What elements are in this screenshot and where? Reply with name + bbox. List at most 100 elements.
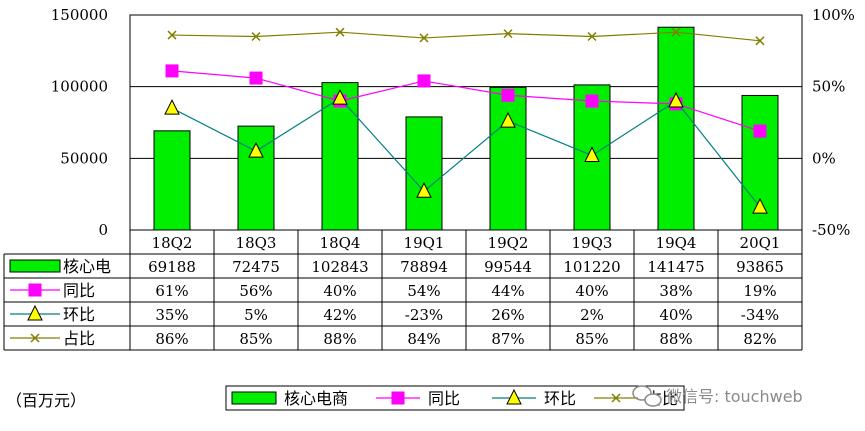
- table-cell: 82%: [743, 330, 776, 348]
- right-axis-ticks: -50% 0% 50% 100%: [812, 6, 855, 239]
- table-cell: 40%: [659, 306, 692, 324]
- table-cell: 102843: [311, 258, 368, 276]
- data-point: [249, 71, 263, 85]
- series-line: [171, 70, 761, 132]
- data-point: [755, 36, 765, 46]
- row-header: 同比: [63, 281, 95, 300]
- legend-key-marker: [506, 388, 522, 405]
- legend: 核心电商 同比 环比 占比: [225, 385, 685, 411]
- data-point: [585, 94, 599, 108]
- legend-label: 核心电商: [284, 389, 348, 408]
- left-tick-label: 100000: [51, 78, 108, 96]
- legend-key-bar: [231, 391, 277, 405]
- right-tick-label: 0%: [812, 149, 836, 167]
- left-tick-label: 0: [98, 221, 108, 239]
- plot-frame: [129, 14, 803, 231]
- series-line: [171, 31, 761, 42]
- category-label: 20Q1: [740, 234, 781, 252]
- table-cell: 26%: [491, 306, 524, 324]
- table-cell: 69188: [148, 258, 196, 276]
- data-point: [584, 146, 600, 162]
- data-point: [587, 31, 597, 42]
- unit-label: （百万元）: [6, 391, 86, 410]
- data-point: [335, 27, 345, 37]
- data-point: [503, 29, 513, 39]
- watermark-text: 微信号: touchweb: [666, 387, 803, 406]
- table-cell: -23%: [405, 306, 443, 324]
- data-point: [332, 89, 348, 105]
- row-header: 环比: [63, 305, 95, 324]
- data-point: [164, 99, 180, 115]
- bar: [489, 86, 527, 231]
- data-point: [752, 197, 768, 214]
- table-cell: 40%: [323, 282, 356, 300]
- table-cell: 56%: [239, 282, 272, 300]
- category-label: 19Q2: [488, 234, 529, 252]
- table-cell: 61%: [155, 282, 188, 300]
- data-table: 18Q2 18Q3 18Q4 19Q1 19Q2 19Q3 19Q4 20Q1 核心电 69188…: [3, 229, 803, 351]
- table-cell: 87%: [491, 330, 524, 348]
- bar: [405, 116, 443, 231]
- legend-key-bar: [9, 259, 61, 273]
- legend-key-marker: [30, 333, 40, 343]
- category-label: 18Q3: [236, 234, 277, 252]
- table-cell: 88%: [659, 330, 692, 348]
- watermark: 微信号: touchweb: [632, 385, 803, 407]
- table-cell: 35%: [155, 306, 188, 324]
- bar-series: [153, 26, 779, 231]
- line-series: [164, 27, 768, 214]
- legend-key-marker: [611, 393, 621, 403]
- table-cell: 40%: [575, 282, 608, 300]
- category-label: 19Q3: [572, 234, 613, 252]
- data-point: [671, 27, 681, 37]
- table-cell: 86%: [155, 330, 188, 348]
- table-cell: 44%: [491, 282, 524, 300]
- data-point: [501, 88, 515, 102]
- right-tick-label: -50%: [812, 221, 850, 239]
- left-tick-label: 150000: [51, 6, 108, 24]
- category-label: 19Q1: [404, 234, 445, 252]
- table-cell: 72475: [232, 258, 280, 276]
- row-header: 占比: [63, 329, 95, 348]
- table-cell: 85%: [239, 330, 272, 348]
- table-cell: 38%: [659, 282, 692, 300]
- wechat-icon: [632, 385, 662, 407]
- category-label: 19Q4: [656, 234, 697, 252]
- right-tick-label: 50%: [812, 78, 845, 96]
- left-axis-ticks: 0 50000 100000 150000: [51, 6, 108, 239]
- data-point: [167, 30, 177, 40]
- data-point: [417, 74, 431, 88]
- bar: [237, 125, 275, 231]
- data-point: [500, 111, 516, 128]
- table-cell: 93865: [736, 258, 784, 276]
- legend-key-marker: [391, 391, 405, 405]
- data-point: [668, 91, 684, 108]
- series-line: [171, 97, 761, 208]
- legend-label: 同比: [428, 389, 460, 408]
- left-tick-label: 50000: [60, 149, 108, 167]
- table-cell: 78894: [400, 258, 448, 276]
- data-point: [251, 31, 261, 42]
- table-cell: 101220: [563, 258, 620, 276]
- table-cell: 54%: [407, 282, 440, 300]
- data-point: [416, 182, 432, 198]
- bar: [153, 130, 191, 231]
- data-point: [419, 33, 429, 43]
- plot-border: [129, 14, 803, 231]
- category-label: 18Q4: [320, 234, 361, 252]
- table-cell: -34%: [741, 306, 779, 324]
- table-cell: 2%: [580, 306, 604, 324]
- category-label: 18Q2: [152, 234, 193, 252]
- data-point: [165, 64, 179, 78]
- right-tick-label: 100%: [812, 6, 855, 24]
- legend-key-marker: [28, 283, 42, 297]
- legend-key-marker: [27, 304, 43, 321]
- table-cell: 42%: [323, 306, 356, 324]
- data-point: [248, 142, 264, 158]
- bar: [657, 26, 695, 231]
- table-cell: 5%: [244, 306, 268, 324]
- data-point: [753, 124, 767, 138]
- legend-label: 环比: [544, 389, 576, 408]
- table-cell: 88%: [323, 330, 356, 348]
